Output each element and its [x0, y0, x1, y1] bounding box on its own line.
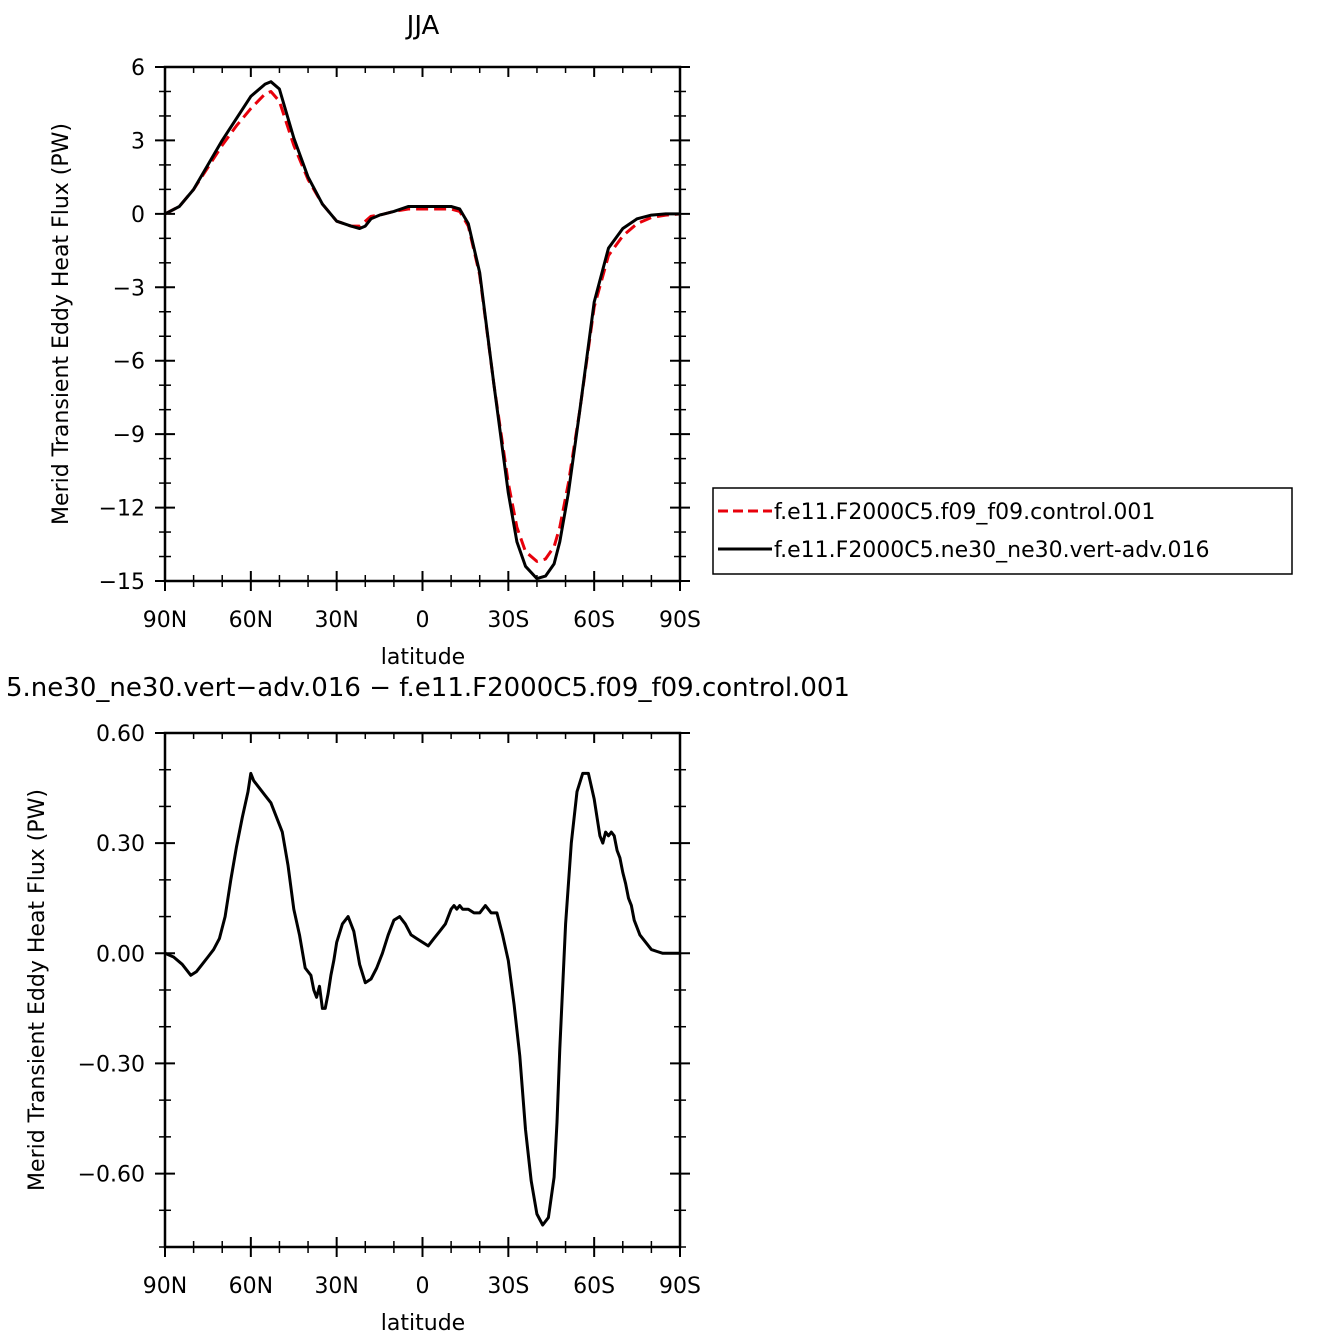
top-y-tick-label: −9 [113, 423, 145, 448]
top-panel-frame [163, 65, 682, 583]
top-x-tick-label: 60S [573, 608, 615, 633]
top-y-tick-label: −6 [113, 350, 145, 375]
top-y-tick-label: 0 [131, 203, 145, 228]
bottom-panel-y-axis-label: Merid Transient Eddy Heat Flux (PW) [25, 789, 50, 1191]
bottom-x-tick-label: 90N [143, 1274, 187, 1299]
bottom-y-tick-label: 0.00 [96, 942, 145, 967]
bottom-y-tick-label: 0.30 [96, 832, 145, 857]
top-x-tick-label: 90N [143, 608, 187, 633]
bottom-y-tick-label: −0.30 [78, 1052, 145, 1077]
top-x-tick-label: 60N [229, 608, 273, 633]
top-y-tick-label: −12 [99, 497, 145, 522]
bottom-y-tick-label: −0.60 [78, 1163, 145, 1188]
bottom-x-tick-label: 60S [573, 1274, 615, 1299]
legend-box [712, 487, 1293, 575]
legend-label-vert-adv: f.e11.F2000C5.ne30_ne30.vert-adv.016 [774, 538, 1210, 563]
top-y-tick-label: 3 [131, 129, 145, 154]
top-x-tick-label: 30S [487, 608, 529, 633]
top-panel-x-tick-labels: 90N 60N 30N 0 30S 60S 90S [143, 608, 701, 633]
top-panel: JJA 90N 60N 30N 0 30S 60S 90S 630−3−6−9−12−15 … [49, 11, 1293, 670]
bottom-x-tick-label: 90S [659, 1274, 701, 1299]
top-panel-y-axis-label: Merid Transient Eddy Heat Flux (PW) [49, 123, 74, 525]
bottom-panel: 5.ne30_ne30.vert−adv.016 − f.e11.F2000C5… [6, 673, 850, 1336]
top-y-tick-label: −15 [99, 570, 145, 595]
bottom-series-line-0 [164, 771, 680, 1227]
legend-label-control: f.e11.F2000C5.f09_f09.control.001 [774, 500, 1155, 525]
bottom-panel-frame [163, 731, 682, 1249]
bottom-panel-y-tick-labels: 0.60 0.30 0.00 −0.30 −0.60 [78, 722, 145, 1188]
legend: f.e11.F2000C5.f09_f09.control.001 f.e11.… [712, 487, 1293, 575]
top-panel-y-tick-labels: 6 3 0 −3 −6 −9 −12 −15 [99, 56, 145, 595]
top-panel-series [164, 80, 681, 581]
bottom-panel-ticks [155, 732, 690, 1257]
top-panel-title: JJA [405, 11, 440, 41]
top-panel-x-axis-label: latitude [381, 645, 465, 670]
bottom-y-tick-label: 0.60 [96, 722, 145, 747]
top-x-tick-label: 30N [314, 608, 358, 633]
top-y-tick-label: 6 [131, 56, 145, 81]
top-x-tick-label: 0 [416, 608, 430, 633]
bottom-x-tick-label: 30N [314, 1274, 358, 1299]
bottom-x-tick-label: 30S [487, 1274, 529, 1299]
bottom-x-tick-label: 60N [229, 1274, 273, 1299]
top-x-tick-label: 90S [659, 608, 701, 633]
top-series-line-0 [164, 90, 681, 563]
bottom-x-tick-label: 0 [416, 1274, 430, 1299]
bottom-panel-x-tick-labels: 90N 60N 30N 0 30S 60S 90S [143, 1274, 701, 1299]
top-panel-ticks [155, 66, 690, 591]
top-y-tick-label: −3 [113, 276, 145, 301]
bottom-panel-title: 5.ne30_ne30.vert−adv.016 − f.e11.F2000C5… [6, 673, 850, 703]
top-series-line-1 [164, 80, 680, 581]
bottom-panel-x-axis-label: latitude [381, 1311, 465, 1336]
bottom-panel-series [164, 771, 680, 1227]
